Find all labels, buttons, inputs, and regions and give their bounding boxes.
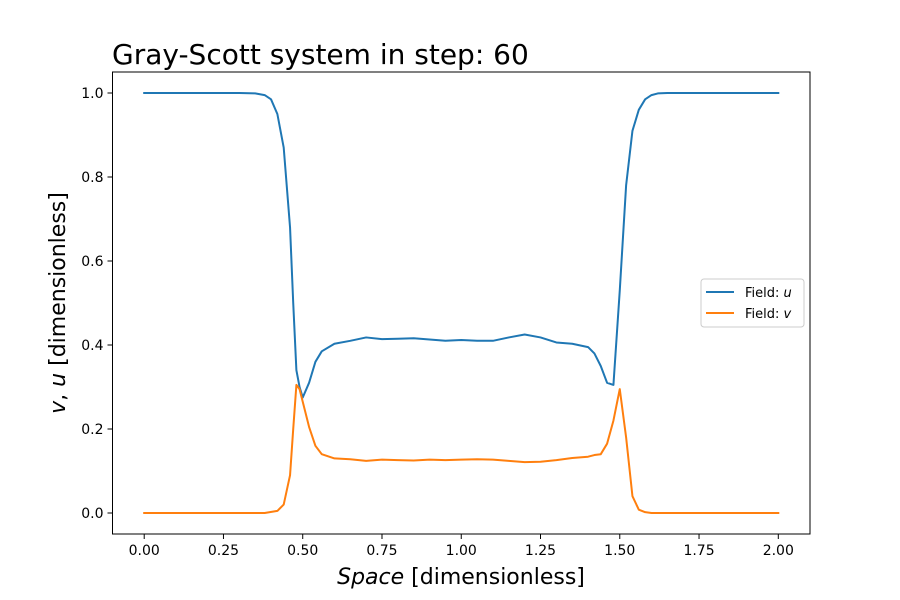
x-tick-label: 2.00 [763,543,794,559]
y-tick-label: 0.2 [81,422,103,438]
legend-label-u: Field: u [745,286,792,301]
series-line-u [143,92,780,399]
y-tick-label: 0.4 [81,338,103,354]
y-axis-title-sep: , [46,387,71,401]
x-tick-label: 1.75 [683,543,714,559]
legend-label-u-prefix: Field: [745,286,784,301]
series-line-v [143,383,780,514]
y-tick-label: 0.6 [81,254,103,270]
y-tick-label: 0.0 [81,506,103,522]
x-axis-title-rest: [dimensionless] [404,565,585,590]
y-axis-title-rest: [dimensionless] [46,192,71,373]
x-tick-label: 0.75 [366,543,397,559]
y-tick-label: 0.8 [81,170,103,186]
x-tick-label: 1.50 [604,543,635,559]
x-tick-label: 0.25 [208,543,239,559]
y-axis-title-var2: u [46,373,71,387]
y-tick-label: 1.0 [81,86,103,102]
legend-label-v: Field: v [745,307,792,322]
x-tick-label: 1.25 [525,543,556,559]
series-layer [143,92,780,514]
y-axis-ticks: 0.0 0.2 0.4 0.6 0.8 1.0 [81,86,113,522]
x-axis-title: Space [dimensionless] [337,565,585,590]
y-axis-title: v, u [dimensionless] [46,192,71,414]
legend-label-u-var: u [784,286,792,301]
legend-label-v-prefix: Field: [745,307,784,322]
x-tick-label: 0.50 [287,543,318,559]
x-tick-label: 1.00 [446,543,477,559]
legend: Field: u Field: v [700,278,805,328]
chart-title: Gray-Scott system in step: 60 [112,38,529,71]
x-axis-title-italic: Space [337,565,404,590]
x-axis-ticks: 0.00 0.25 0.50 0.75 1.00 1.25 1.50 1.75 2.00 [129,534,794,559]
x-tick-label: 0.00 [129,543,160,559]
legend-label-v-var: v [784,307,792,322]
y-axis-title-var1: v [46,400,71,414]
